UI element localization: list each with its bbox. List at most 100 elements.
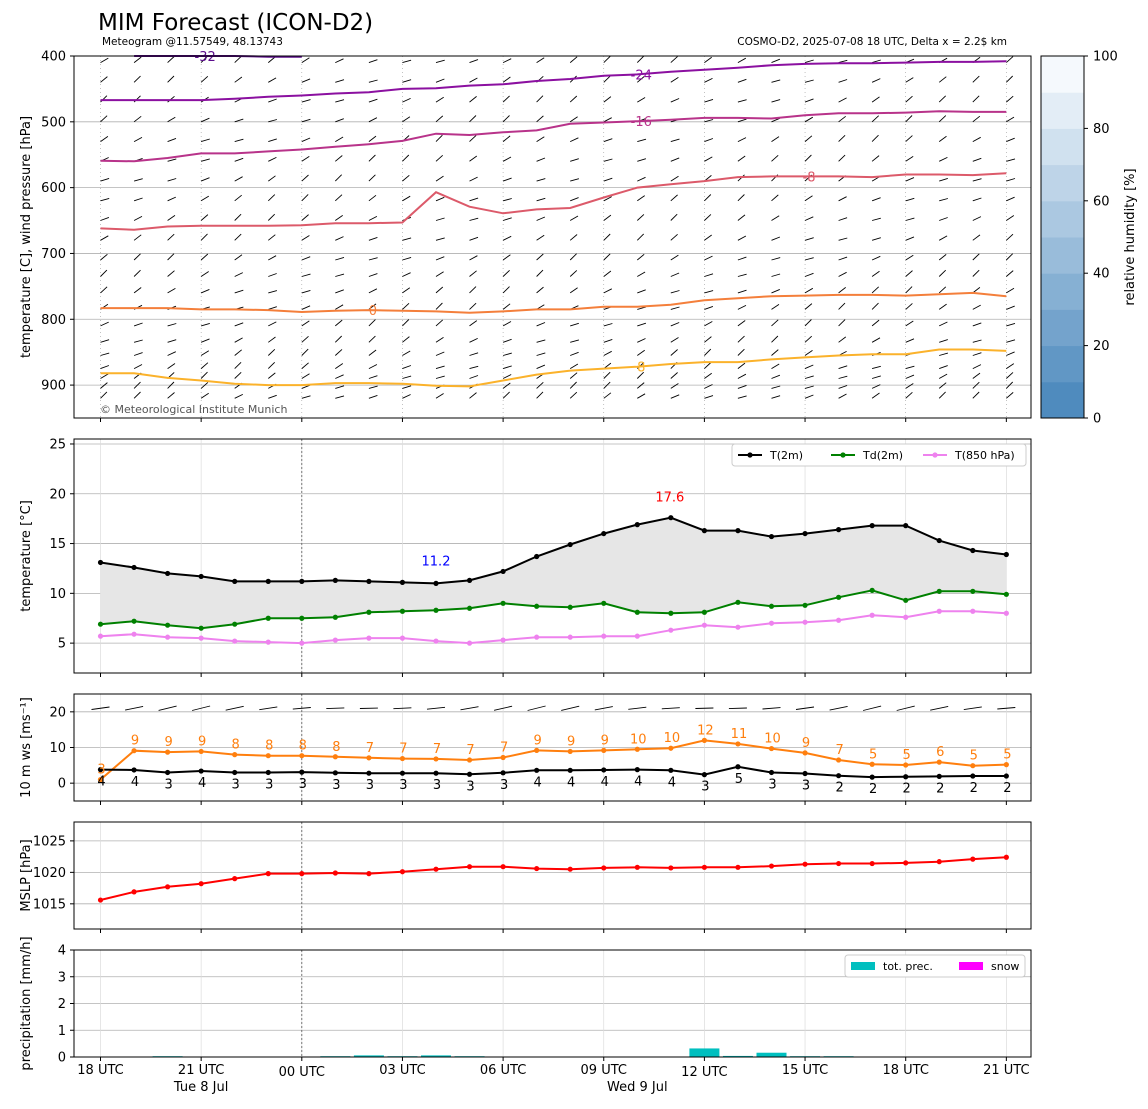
wind-barb xyxy=(201,215,208,221)
wind-barb xyxy=(671,234,678,240)
mean-wind-point xyxy=(366,771,371,776)
wind-barb xyxy=(235,362,241,368)
mean-wind-point xyxy=(433,771,438,776)
surface-wind-barb xyxy=(259,707,277,710)
gust-point xyxy=(903,762,908,767)
wind-barb xyxy=(872,135,878,141)
wind-barb xyxy=(168,179,177,182)
upper-ytick-label: 700 xyxy=(41,247,66,262)
time-tick-label: 09 UTC xyxy=(581,1063,627,1078)
gust-point xyxy=(501,755,506,760)
gust-point xyxy=(702,738,707,743)
wind-barb xyxy=(335,305,343,310)
wind-barb xyxy=(503,178,512,181)
wind-barb xyxy=(772,100,781,103)
upper-ytick-label: 500 xyxy=(41,115,66,130)
wind-barb xyxy=(101,116,108,122)
wind-barb xyxy=(201,234,207,240)
wind-barb xyxy=(570,117,577,122)
temp-ytick-label: 15 xyxy=(49,537,66,552)
wind-barb xyxy=(168,197,176,201)
wind-barb xyxy=(101,77,108,83)
gust-label: 8 xyxy=(265,739,273,754)
t850-point xyxy=(769,621,774,626)
t850-point xyxy=(199,636,204,641)
wind-barb xyxy=(906,116,912,122)
mslp-point xyxy=(400,869,405,874)
wind-barb xyxy=(201,196,209,201)
wind-barb xyxy=(235,119,244,122)
wind-barb xyxy=(839,238,848,240)
wind-barb xyxy=(201,272,209,277)
wind-barb xyxy=(335,156,342,162)
wind-barb xyxy=(570,138,578,142)
copyright-label: © Meteorological Institute Munich xyxy=(100,403,287,416)
mean-wind-label: 4 xyxy=(534,775,542,790)
upper-ytick-label: 800 xyxy=(41,313,66,328)
wind-barb xyxy=(604,159,613,161)
isotherm-label: -8 xyxy=(803,170,816,185)
mslp-point xyxy=(366,871,371,876)
wind-barb xyxy=(402,288,409,293)
wind-barb xyxy=(805,60,814,63)
gust-point xyxy=(366,755,371,760)
wind-barb xyxy=(872,271,879,276)
wind-barb xyxy=(704,195,710,201)
wind-barb xyxy=(570,235,577,241)
wind-barb xyxy=(772,336,778,342)
wind-barb xyxy=(335,257,344,260)
t850-point xyxy=(366,636,371,641)
wind-barb xyxy=(369,350,376,356)
wind-barb xyxy=(335,349,342,355)
gust-point xyxy=(131,748,136,753)
mean-wind-point xyxy=(870,775,875,780)
colorbar-segment xyxy=(1041,165,1084,202)
surface-wind-barb xyxy=(964,707,982,710)
wind-barb xyxy=(872,198,881,201)
wind-barb xyxy=(436,60,445,62)
wind-barb xyxy=(201,178,209,181)
wind-barb xyxy=(772,304,780,309)
wind-barb xyxy=(570,57,577,63)
wind-barb xyxy=(839,135,846,141)
wind-barb xyxy=(335,137,343,142)
t2m-point xyxy=(735,528,740,533)
wind-barb xyxy=(335,290,344,293)
wind-barb xyxy=(235,158,244,161)
wind-barb xyxy=(369,289,377,293)
wind-barb xyxy=(537,270,543,276)
surface-wind-barb xyxy=(863,706,881,710)
wind-barb xyxy=(839,218,848,221)
wind-barb xyxy=(637,196,644,201)
mean-wind-point xyxy=(232,770,237,775)
mean-wind-label: 3 xyxy=(164,777,172,792)
wind-barb xyxy=(537,254,544,260)
wind-barb xyxy=(235,323,244,326)
wind-barb xyxy=(436,320,443,326)
wind-barb xyxy=(335,59,343,63)
wind-barb xyxy=(134,116,141,122)
colorbar-tick-label: 20 xyxy=(1093,339,1110,354)
wind-barb xyxy=(738,58,746,62)
wind-barb xyxy=(704,78,712,82)
wind-barb xyxy=(436,176,444,181)
wind-barb xyxy=(335,336,341,342)
wind-barb xyxy=(839,287,846,293)
wind-barb xyxy=(436,352,444,356)
surface-wind-barb xyxy=(729,708,747,709)
surface-wind-barb xyxy=(159,706,177,710)
t850-point xyxy=(1004,611,1009,616)
wind-barb xyxy=(1006,234,1013,240)
time-tick-label: 00 UTC xyxy=(279,1065,325,1080)
wind-barb xyxy=(738,349,745,355)
wind-barb xyxy=(470,353,479,356)
surface-wind-barb xyxy=(830,706,848,710)
wind-barb xyxy=(704,256,712,260)
wind-barb xyxy=(268,337,275,342)
wind-barb xyxy=(604,393,611,399)
mean-wind-label: 3 xyxy=(366,778,374,793)
wind-barb xyxy=(671,99,679,103)
mean-wind-label: 2 xyxy=(970,781,978,796)
wind-barb xyxy=(101,383,108,389)
